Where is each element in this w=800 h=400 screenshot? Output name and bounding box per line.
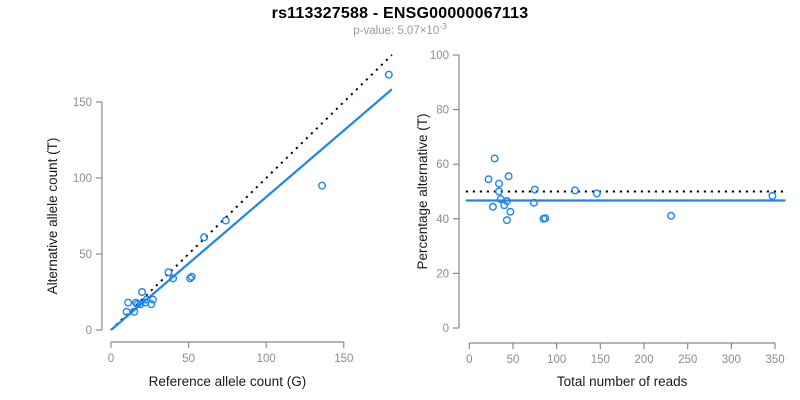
x-axis-tick-label: 50 bbox=[507, 354, 520, 366]
data-point bbox=[592, 189, 601, 198]
data-point bbox=[124, 298, 133, 307]
page-title: rs113327588 - ENSG00000067113 bbox=[271, 5, 529, 22]
data-point bbox=[148, 295, 157, 304]
percentage-vs-reads-scatter: 0 20 40 60 80 100 0 50 100 150 200 250 300 350 Total n… bbox=[415, 50, 786, 389]
y-axis-tick-label: 20 bbox=[436, 268, 449, 280]
data-point bbox=[200, 233, 209, 242]
x-axis-tick-label: 100 bbox=[547, 354, 566, 366]
x-axis-tick-label: 0 bbox=[108, 353, 114, 365]
data-point bbox=[504, 172, 513, 181]
data-point bbox=[570, 186, 579, 195]
x-axis-tick-label: 300 bbox=[722, 354, 741, 366]
data-point bbox=[484, 175, 493, 184]
data-point bbox=[488, 202, 497, 211]
y-axis-tick-label: 150 bbox=[73, 97, 92, 109]
y-axis-tick-label: 0 bbox=[443, 323, 449, 335]
x-axis-tick-label: 100 bbox=[257, 353, 276, 365]
y-axis-tick-label: 100 bbox=[430, 50, 449, 62]
data-point bbox=[494, 179, 503, 188]
data-point bbox=[529, 198, 538, 207]
data-point bbox=[186, 274, 195, 283]
data-point bbox=[506, 207, 515, 216]
x-axis-tick-label: 0 bbox=[466, 354, 472, 366]
data-point bbox=[221, 216, 230, 225]
x-axis-title: Total number of reads bbox=[557, 374, 688, 389]
data-point bbox=[502, 197, 511, 206]
data-point bbox=[147, 300, 156, 309]
y-axis-tick-label: 60 bbox=[436, 159, 449, 171]
data-point bbox=[164, 268, 173, 277]
data-point bbox=[384, 70, 393, 79]
data-point bbox=[494, 187, 503, 196]
reference-line-dotted bbox=[110, 54, 393, 331]
data-point bbox=[122, 307, 131, 316]
data-point bbox=[187, 272, 196, 281]
y-axis-tick-label: 100 bbox=[73, 173, 92, 185]
x-axis-tick-label: 50 bbox=[182, 353, 195, 365]
y-axis-tick-label: 0 bbox=[86, 325, 92, 337]
data-point bbox=[138, 288, 147, 297]
fitted-line bbox=[110, 88, 393, 331]
data-point bbox=[133, 300, 142, 309]
data-point bbox=[667, 211, 676, 220]
y-axis-title: Percentage alternative (T) bbox=[415, 113, 430, 269]
x-axis-tick-label: 150 bbox=[591, 354, 610, 366]
x-axis-tick-label: 150 bbox=[334, 353, 353, 365]
data-point bbox=[541, 214, 550, 223]
data-point bbox=[768, 191, 777, 200]
p-value-subtitle: p-value: 5.07×10-3 bbox=[0, 22, 800, 37]
y-axis-tick-label: 50 bbox=[79, 249, 92, 261]
data-point bbox=[131, 298, 140, 307]
x-axis-title: Reference allele count (G) bbox=[149, 374, 307, 389]
x-axis-tick-label: 250 bbox=[678, 354, 697, 366]
data-point bbox=[318, 181, 327, 190]
p-value-text: p-value: 5.07×10 bbox=[353, 25, 440, 37]
data-point bbox=[136, 300, 145, 309]
data-point bbox=[169, 274, 178, 283]
data-point bbox=[490, 154, 499, 163]
y-axis-tick-label: 40 bbox=[436, 214, 449, 226]
data-point bbox=[530, 185, 539, 194]
p-value-exponent: -3 bbox=[439, 21, 447, 32]
y-axis-tick-label: 80 bbox=[436, 105, 449, 117]
allele-counts-scatter: 0 50 100 150 0 50 100 150 Reference allele count… bbox=[45, 54, 393, 389]
y-axis-title: Alternative allele count (T) bbox=[45, 138, 60, 295]
data-point bbox=[502, 216, 511, 225]
x-axis-tick-label: 200 bbox=[634, 354, 653, 366]
x-axis-tick-label: 350 bbox=[765, 354, 784, 366]
data-point bbox=[130, 307, 139, 316]
